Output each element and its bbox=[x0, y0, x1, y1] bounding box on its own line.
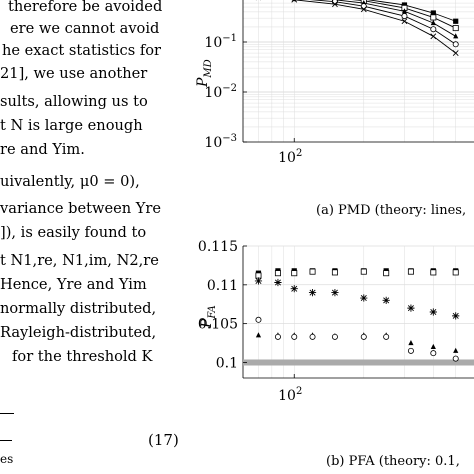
text-line: sults, allowing us to bbox=[0, 93, 148, 110]
data-point bbox=[309, 268, 316, 275]
equation-number: (17) bbox=[148, 431, 179, 449]
data-point bbox=[452, 41, 459, 48]
y-tick-label: 0.115 bbox=[198, 239, 238, 255]
data-point bbox=[291, 333, 298, 340]
text-line: therefore be avoided bbox=[8, 0, 163, 15]
text-line: 21], we use another bbox=[0, 65, 148, 82]
data-point bbox=[382, 296, 390, 304]
data-point bbox=[360, 294, 368, 302]
text-line: Hence, Yre and Yim bbox=[0, 276, 147, 293]
text-line: for the threshold K bbox=[12, 348, 153, 365]
y-tick-label: 100 bbox=[213, 0, 237, 1]
data-point bbox=[291, 0, 298, 3]
y-axis-label: PMD bbox=[195, 59, 214, 88]
data-point bbox=[452, 269, 459, 276]
caption-a-text: (a) PMD (theory: lines, bbox=[316, 203, 467, 218]
data-point bbox=[290, 285, 298, 293]
chart-pmd: 10−310−210−1100102PMD bbox=[195, 0, 474, 166]
data-point bbox=[360, 333, 367, 340]
text-line: Rayleigh-distributed, bbox=[0, 324, 157, 341]
data-point bbox=[429, 308, 437, 316]
y-tick-label: 0.1 bbox=[216, 355, 238, 371]
data-point bbox=[407, 304, 415, 312]
data-point bbox=[255, 272, 262, 279]
data-point bbox=[408, 339, 414, 346]
data-point bbox=[332, 1, 338, 8]
data-point bbox=[360, 6, 367, 13]
data-point bbox=[407, 347, 414, 354]
data-point bbox=[430, 26, 437, 33]
y-tick-label: 10−1 bbox=[204, 33, 237, 51]
data-point bbox=[453, 18, 459, 24]
data-point bbox=[274, 270, 281, 277]
y-tick-label: 10−3 bbox=[204, 133, 237, 151]
data-point bbox=[401, 18, 408, 25]
series-line bbox=[309, 0, 456, 45]
text-line: ere we cannot avoid bbox=[10, 20, 160, 37]
y-tick-label: 0.105 bbox=[198, 317, 238, 333]
data-point bbox=[274, 278, 282, 287]
data-point bbox=[430, 350, 437, 357]
data-point bbox=[274, 333, 281, 340]
data-point bbox=[430, 10, 436, 16]
x-tick-label: 102 bbox=[278, 386, 302, 404]
data-point bbox=[401, 13, 408, 20]
data-point bbox=[453, 33, 459, 39]
data-point bbox=[430, 33, 437, 40]
text-line: t N1,re, N1,im, N2,re bbox=[0, 252, 159, 269]
data-point bbox=[255, 332, 262, 338]
data-point bbox=[331, 288, 339, 297]
x-tick-label: 102 bbox=[278, 148, 302, 166]
data-point bbox=[331, 333, 338, 340]
data-point bbox=[308, 288, 317, 297]
series-line bbox=[291, 0, 456, 54]
data-point bbox=[383, 333, 390, 340]
series-line bbox=[351, 0, 456, 29]
data-point bbox=[291, 270, 298, 277]
data-point bbox=[430, 269, 437, 276]
data-point bbox=[430, 14, 437, 21]
data-point bbox=[452, 355, 459, 362]
caption-b: (b) PFA (theory: 0.1, bbox=[326, 454, 460, 469]
data-point bbox=[407, 268, 414, 275]
caption-a: (a) PMD (theory: lines, bbox=[316, 203, 466, 218]
text-line: ]), is easily found to bbox=[0, 224, 147, 241]
text-line: t N is large enough bbox=[0, 117, 143, 134]
footer-fragment: es bbox=[0, 452, 14, 466]
text-line: uivalently, μ0 = 0), bbox=[0, 173, 140, 190]
text-line: variance between Yre bbox=[0, 200, 162, 217]
data-point bbox=[452, 50, 459, 57]
equation-fraction-bar bbox=[0, 413, 14, 415]
equation-fraction-bar bbox=[0, 440, 12, 442]
data-point bbox=[383, 270, 390, 277]
text-line: he exact statistics for bbox=[2, 42, 161, 59]
data-point bbox=[452, 312, 460, 320]
data-point bbox=[309, 333, 316, 340]
data-point bbox=[360, 268, 367, 275]
y-tick-label: 0.11 bbox=[207, 278, 238, 294]
data-point bbox=[452, 25, 459, 32]
data-point bbox=[430, 19, 436, 26]
data-point bbox=[255, 316, 262, 323]
data-point bbox=[430, 343, 436, 350]
data-point bbox=[453, 347, 459, 353]
text-line: re and Yim. bbox=[0, 141, 85, 158]
caption-b-text: (b) PFA (theory: 0.1, bbox=[326, 454, 460, 469]
text-line: normally distributed, bbox=[0, 300, 157, 317]
data-point bbox=[331, 269, 338, 276]
data-point bbox=[254, 277, 263, 285]
data-point bbox=[401, 8, 408, 14]
